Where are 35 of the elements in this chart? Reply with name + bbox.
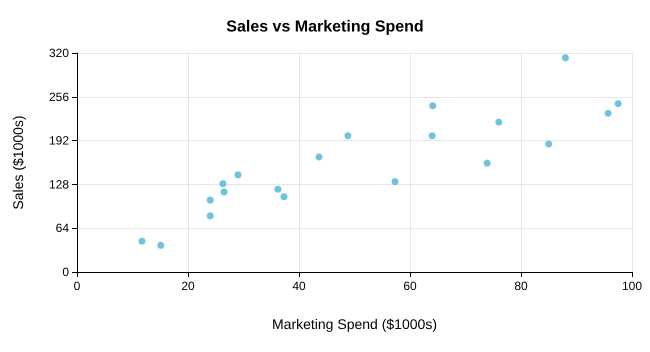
y-tick-label: 128: [48, 177, 70, 192]
point: [280, 193, 288, 200]
x-tick-label: 0: [74, 279, 81, 293]
x-tick-label: 40: [292, 279, 306, 293]
point: [428, 132, 436, 140]
x-tick-label: 80: [514, 279, 528, 293]
point: [206, 212, 214, 220]
y-tick-label: 320: [48, 46, 70, 60]
point: [315, 154, 322, 161]
point: [234, 171, 242, 178]
point: [614, 100, 622, 108]
y-tick-label: 0: [62, 265, 70, 279]
x-axis-title: Marketing Spend ($1000s): [272, 316, 437, 332]
y-tick-label: 256: [48, 90, 70, 104]
point: [392, 178, 399, 186]
point: [274, 186, 282, 193]
point: [495, 118, 502, 126]
point: [138, 238, 146, 245]
y-axis-title: Sales ($1000s): [10, 115, 26, 210]
point: [344, 132, 352, 140]
point: [604, 110, 612, 117]
point: [220, 188, 228, 196]
point: [562, 54, 569, 62]
x-tick-label: 60: [403, 279, 417, 293]
point: [157, 242, 164, 249]
point: [429, 102, 436, 110]
point: [484, 160, 491, 167]
y-tick-label: 192: [48, 134, 70, 148]
point: [206, 196, 214, 204]
point: [219, 180, 226, 188]
x-tick-label: 100: [622, 279, 642, 293]
chart-title: Sales vs Marketing Spend: [226, 18, 424, 36]
point: [545, 140, 552, 148]
y-tick-label: 64: [56, 221, 70, 236]
x-tick-label: 20: [181, 279, 195, 293]
